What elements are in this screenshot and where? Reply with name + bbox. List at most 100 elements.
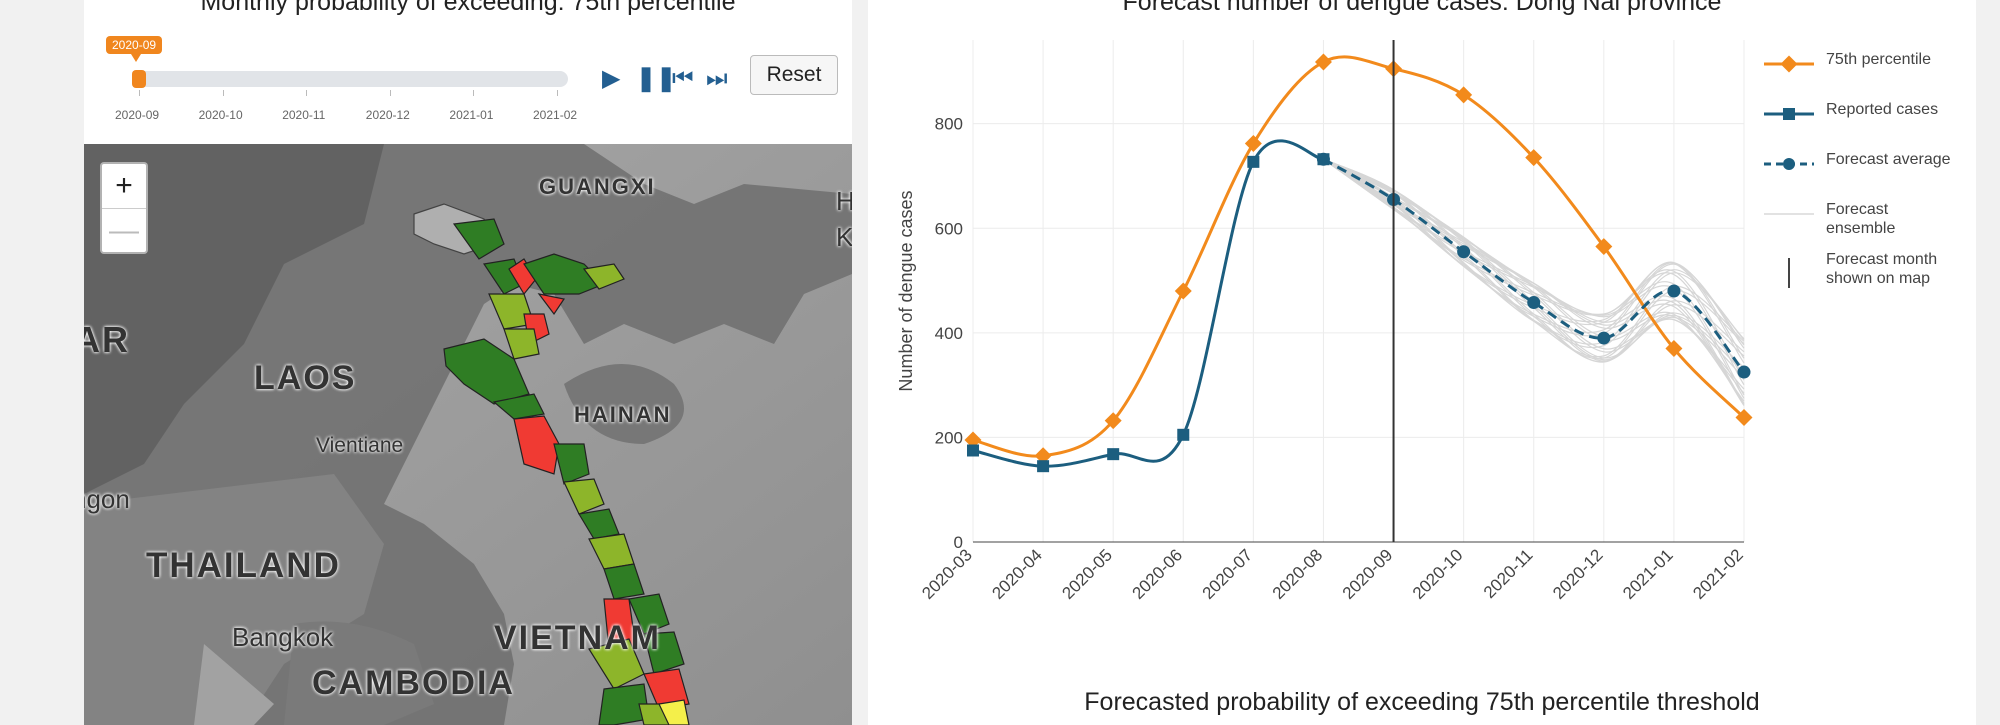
series-reported-cases-point[interactable] <box>1037 460 1050 473</box>
slider-tick-mark <box>222 90 224 96</box>
play-button[interactable]: ▶ <box>602 65 621 92</box>
y-tick-label: 400 <box>935 324 963 343</box>
province[interactable] <box>643 668 690 710</box>
zoom-in-button[interactable]: + <box>115 169 133 202</box>
x-tick-label: 2021-02 <box>1689 545 1747 603</box>
step-back-button[interactable]: ⏮ <box>672 65 694 92</box>
series-reported-cases-line[interactable] <box>972 139 1324 468</box>
x-tick-label: 2020-03 <box>918 545 976 603</box>
y-tick-label: 200 <box>935 428 963 447</box>
legend-item-ensemble[interactable]: Forecast ensemble <box>1762 200 1962 250</box>
y-axis-label: Number of dengue cases <box>896 190 916 391</box>
legend-label-75th: 75th percentile <box>1826 51 1931 68</box>
legend-swatch-month-line <box>1788 258 1790 288</box>
slider-tick-mark <box>306 90 308 96</box>
legend-label-forecast-average: Forecast average <box>1826 151 1951 168</box>
x-tick-label: 2020-04 <box>988 545 1046 603</box>
slider-tick-mark <box>139 90 140 96</box>
province[interactable] <box>603 563 645 600</box>
mountain-relief <box>84 144 384 494</box>
step-forward-button[interactable]: ⏭ <box>706 65 728 92</box>
series-forecast-average-point[interactable] <box>1527 296 1541 310</box>
zoom-out-button[interactable]: — <box>102 208 146 253</box>
map[interactable]: + — GUANGXI AR LAOS HAINAN Vientiane ngo… <box>84 144 852 725</box>
map-label-hainan: HAINAN <box>574 402 672 427</box>
province[interactable] <box>563 478 605 515</box>
province[interactable] <box>452 218 505 260</box>
series-75th-percentile-point[interactable] <box>1104 412 1122 430</box>
series-forecast-average-point[interactable] <box>1737 365 1751 379</box>
legend-swatch-ensemble <box>1764 213 1814 215</box>
map-label-cambodia: CAMBODIA <box>312 664 515 702</box>
slider-tick-mark <box>557 90 558 96</box>
map-canvas[interactable] <box>84 144 852 725</box>
legend-swatch-reported <box>1764 108 1814 120</box>
month-slider[interactable]: 2020-09 2020-09 2020-10 2020-11 2020-12 2021… <box>84 28 852 140</box>
province[interactable] <box>603 598 637 650</box>
series-forecast-average-point[interactable] <box>1597 331 1611 345</box>
map-label-ar: AR <box>84 319 130 360</box>
x-tick-label: 2020-07 <box>1199 545 1257 603</box>
province[interactable] <box>492 393 545 420</box>
slider-tick-label: 2020-10 <box>198 108 243 122</box>
slider-tick-label: 2020-09 <box>115 108 160 122</box>
province[interactable] <box>643 631 685 675</box>
slider-current-badge: 2020-09 <box>106 36 163 54</box>
province[interactable] <box>628 593 670 635</box>
legend-item-reported[interactable]: Reported cases <box>1762 100 1962 150</box>
series-reported-cases-point[interactable] <box>967 444 979 457</box>
vietnam-provinces[interactable] <box>413 203 690 725</box>
x-tick-label: 2020-09 <box>1339 545 1397 603</box>
slider-track[interactable] <box>132 71 568 87</box>
pause-button[interactable]: ❚❚ <box>636 65 677 92</box>
province[interactable] <box>537 293 565 316</box>
series-75th-percentile-line[interactable] <box>972 55 1746 458</box>
series-forecast-average-point[interactable] <box>1457 245 1471 259</box>
map-label-guangxi: GUANGXI <box>539 174 656 199</box>
map-label-laos: LAOS <box>254 359 357 397</box>
province[interactable] <box>578 508 620 540</box>
series-reported-cases-point[interactable] <box>1107 448 1120 461</box>
province[interactable] <box>658 699 690 725</box>
series-75th-percentile-point[interactable] <box>1244 135 1262 153</box>
legend-label-ensemble: Forecast ensemble <box>1826 201 1896 237</box>
series-75th-percentile-point[interactable] <box>1174 282 1192 300</box>
x-tick-label: 2020-06 <box>1129 545 1187 603</box>
series-forecast-average-point[interactable] <box>1316 152 1330 166</box>
legend-swatch-75th <box>1764 55 1814 73</box>
map-label-hk-2: K <box>836 222 852 252</box>
hainan-island <box>564 364 684 444</box>
province[interactable] <box>553 443 590 485</box>
legend-item-month-line[interactable]: Forecast month shown on map <box>1762 250 1962 310</box>
legend-item-75th[interactable]: 75th percentile <box>1762 50 1962 100</box>
series-forecast-average-point[interactable] <box>1667 284 1681 298</box>
map-panel: Monthly probability of exceeding: 75th p… <box>84 0 852 725</box>
map-label-hk: H <box>836 186 852 216</box>
slider-tick-mark <box>389 90 391 96</box>
legend-item-forecast-average[interactable]: Forecast average <box>1762 150 1962 200</box>
slider-thumb[interactable] <box>132 70 146 88</box>
series-reported-cases-point[interactable] <box>1247 155 1260 168</box>
province[interactable] <box>503 328 540 360</box>
series-75th-percentile-point[interactable] <box>1595 238 1613 256</box>
slider-tick-label: 2021-01 <box>449 108 494 122</box>
map-label-ngon: ngon <box>84 484 130 514</box>
series-75th-percentile-point[interactable] <box>1034 447 1052 465</box>
slider-tick-label: 2020-12 <box>365 108 410 122</box>
series-75th-percentile-point[interactable] <box>1455 86 1473 104</box>
province[interactable] <box>513 415 560 475</box>
thailand-land <box>84 474 384 725</box>
province[interactable] <box>598 683 650 725</box>
province[interactable] <box>582 263 625 290</box>
map-label-vientiane: Vientiane <box>316 434 404 457</box>
series-75th-percentile-point[interactable] <box>1665 340 1683 358</box>
x-tick-label: 2020-11 <box>1480 545 1537 602</box>
reset-button[interactable]: Reset <box>750 55 838 95</box>
legend-swatch-forecast-average <box>1764 158 1814 170</box>
series-reported-cases-point[interactable] <box>1177 428 1190 441</box>
zoom-control: + — <box>100 162 148 254</box>
series-75th-percentile-point[interactable] <box>1314 53 1332 71</box>
series-75th-percentile-point[interactable] <box>964 431 982 449</box>
map-label-bangkok: Bangkok <box>232 622 334 652</box>
